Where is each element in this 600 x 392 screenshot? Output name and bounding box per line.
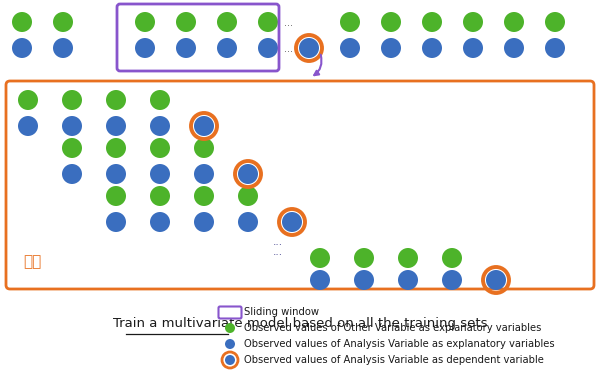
Circle shape [53, 38, 73, 58]
Circle shape [18, 116, 38, 136]
Circle shape [150, 116, 170, 136]
Circle shape [135, 38, 155, 58]
Circle shape [106, 116, 126, 136]
Text: ...: ... [284, 44, 293, 54]
Circle shape [422, 38, 442, 58]
Circle shape [258, 12, 278, 32]
Circle shape [53, 12, 73, 32]
Circle shape [194, 138, 214, 158]
Circle shape [238, 186, 258, 206]
Circle shape [150, 164, 170, 184]
Circle shape [106, 138, 126, 158]
Circle shape [545, 12, 565, 32]
Circle shape [225, 339, 235, 349]
Circle shape [217, 38, 237, 58]
Circle shape [194, 164, 214, 184]
Circle shape [225, 355, 235, 365]
Circle shape [398, 248, 418, 268]
Circle shape [442, 248, 462, 268]
Circle shape [194, 212, 214, 232]
Circle shape [150, 186, 170, 206]
Circle shape [176, 38, 196, 58]
Circle shape [381, 12, 401, 32]
Circle shape [62, 138, 82, 158]
Circle shape [545, 38, 565, 58]
Circle shape [150, 138, 170, 158]
Circle shape [354, 248, 374, 268]
Circle shape [18, 90, 38, 110]
Circle shape [238, 212, 258, 232]
Circle shape [282, 212, 302, 232]
Circle shape [463, 12, 483, 32]
Circle shape [299, 38, 319, 58]
Circle shape [217, 12, 237, 32]
Text: ...: ... [284, 18, 293, 28]
Circle shape [354, 270, 374, 290]
Circle shape [310, 270, 330, 290]
Circle shape [238, 164, 258, 184]
Circle shape [62, 90, 82, 110]
Text: Sliding window: Sliding window [244, 307, 319, 317]
Circle shape [62, 164, 82, 184]
Circle shape [62, 116, 82, 136]
Text: ...: ... [273, 237, 283, 247]
Circle shape [225, 323, 235, 333]
Circle shape [176, 12, 196, 32]
Circle shape [106, 164, 126, 184]
Circle shape [150, 90, 170, 110]
Circle shape [340, 12, 360, 32]
Circle shape [442, 270, 462, 290]
Circle shape [504, 12, 524, 32]
Circle shape [486, 270, 506, 290]
Circle shape [258, 38, 278, 58]
Circle shape [463, 38, 483, 58]
Circle shape [12, 38, 32, 58]
Circle shape [504, 38, 524, 58]
Text: Train a multivariate model based on all the training sets: Train a multivariate model based on all … [113, 318, 487, 330]
Circle shape [398, 270, 418, 290]
Circle shape [194, 186, 214, 206]
Circle shape [106, 186, 126, 206]
FancyArrowPatch shape [314, 54, 322, 75]
Circle shape [135, 12, 155, 32]
Text: Observed values of Analysis Variable as dependent variable: Observed values of Analysis Variable as … [244, 355, 544, 365]
Circle shape [381, 38, 401, 58]
Circle shape [194, 116, 214, 136]
Text: 🌲🌲: 🌲🌲 [23, 254, 41, 270]
Circle shape [310, 248, 330, 268]
Circle shape [12, 12, 32, 32]
Text: Observed values of Other Variable as explanatory variables: Observed values of Other Variable as exp… [244, 323, 541, 333]
Circle shape [106, 212, 126, 232]
Text: Observed values of Analysis Variable as explanatory variables: Observed values of Analysis Variable as … [244, 339, 554, 349]
Circle shape [422, 12, 442, 32]
Circle shape [340, 38, 360, 58]
Text: ...: ... [273, 247, 283, 257]
Circle shape [150, 212, 170, 232]
Circle shape [106, 90, 126, 110]
